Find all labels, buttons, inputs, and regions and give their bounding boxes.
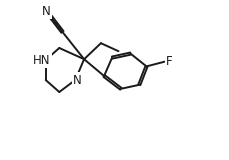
Text: N: N	[42, 5, 51, 18]
Text: N: N	[73, 73, 82, 87]
Text: HN: HN	[33, 53, 50, 67]
Text: F: F	[166, 55, 173, 68]
